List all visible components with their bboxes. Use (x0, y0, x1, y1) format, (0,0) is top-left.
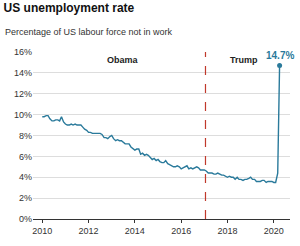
svg-text:US unemployment rate: US unemployment rate (4, 1, 135, 15)
svg-text:4%: 4% (19, 172, 32, 182)
svg-text:0%: 0% (19, 214, 32, 224)
svg-text:2014: 2014 (125, 226, 145, 236)
svg-text:14.7%: 14.7% (266, 50, 294, 61)
svg-text:Percentage of US labour force: Percentage of US labour force not in wor… (5, 27, 173, 37)
svg-text:16%: 16% (14, 47, 32, 57)
svg-text:2012: 2012 (79, 226, 99, 236)
svg-text:2018: 2018 (217, 226, 237, 236)
svg-text:8%: 8% (19, 131, 32, 141)
svg-text:6%: 6% (19, 152, 32, 162)
svg-text:2%: 2% (19, 193, 32, 203)
svg-text:2016: 2016 (171, 226, 191, 236)
svg-text:2020: 2020 (264, 226, 284, 236)
svg-text:2010: 2010 (32, 226, 52, 236)
svg-text:Obama: Obama (107, 55, 139, 65)
svg-text:12%: 12% (14, 89, 32, 99)
svg-text:14%: 14% (14, 68, 32, 78)
svg-text:Trump: Trump (230, 55, 258, 65)
svg-text:10%: 10% (14, 110, 32, 120)
